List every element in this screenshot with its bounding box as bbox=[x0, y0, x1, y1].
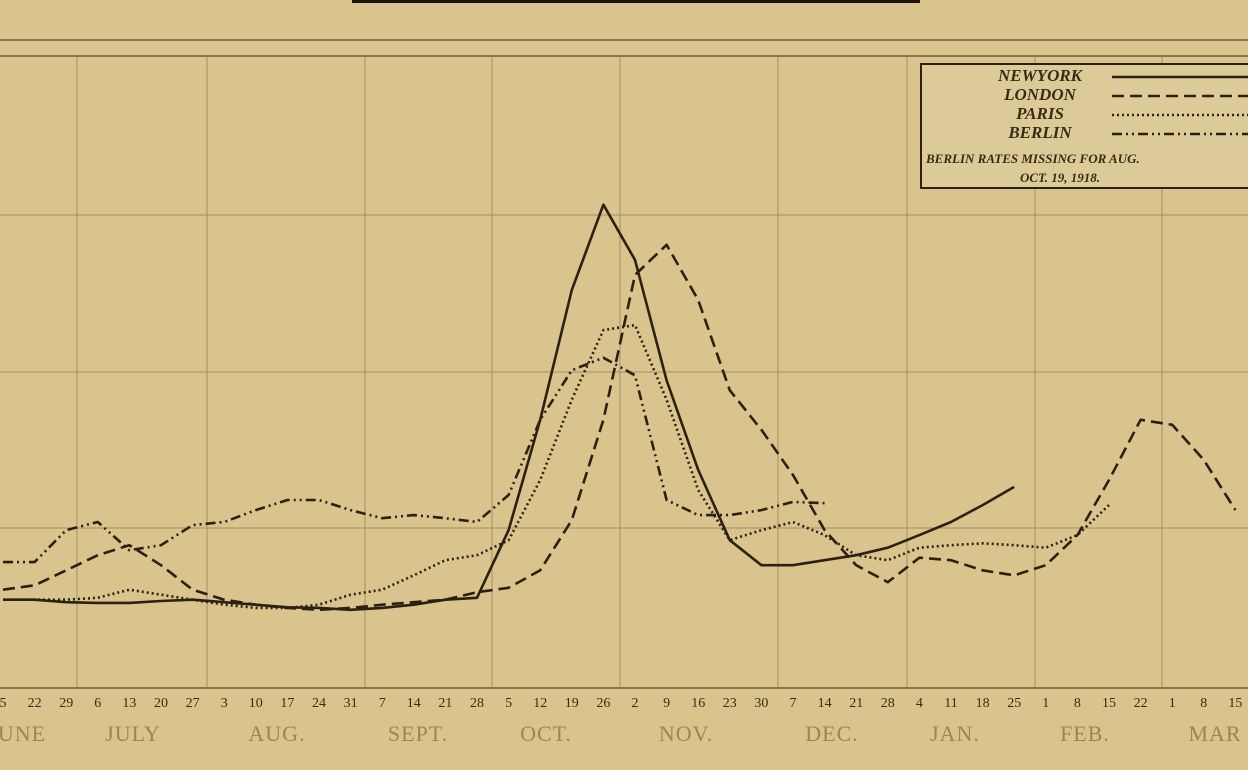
x-tick-label: 27 bbox=[186, 696, 200, 711]
month-label: JULY bbox=[105, 721, 161, 746]
x-tick-label: 7 bbox=[790, 696, 797, 711]
x-tick-label: 19 bbox=[565, 696, 579, 711]
x-tick-label: 14 bbox=[818, 696, 832, 711]
legend-label: PARIS bbox=[1015, 104, 1064, 123]
x-tick-label: 1 bbox=[1042, 696, 1049, 711]
grid bbox=[0, 56, 1248, 688]
series-line bbox=[3, 323, 1110, 610]
x-tick-label: 8 bbox=[1074, 696, 1081, 711]
x-tick-label: 21 bbox=[849, 696, 863, 711]
x-tick-label: 29 bbox=[59, 696, 73, 711]
x-tick-label: 3 bbox=[221, 696, 228, 711]
x-tick-label: 9 bbox=[663, 696, 670, 711]
x-tick-label: 10 bbox=[249, 696, 263, 711]
x-tick-label: 12 bbox=[533, 696, 547, 711]
x-tick-label: 4 bbox=[916, 696, 923, 711]
legend-note: BERLIN RATES MISSING FOR AUG. bbox=[925, 151, 1140, 166]
x-tick-label: 15 bbox=[1102, 696, 1116, 711]
x-tick-label: 16 bbox=[691, 696, 705, 711]
x-tick-label: 6 bbox=[94, 696, 101, 711]
x-tick-label: 2 bbox=[632, 696, 639, 711]
x-tick-label: 20 bbox=[154, 696, 168, 711]
x-tick-label: 30 bbox=[754, 696, 768, 711]
title-box-edge bbox=[352, 0, 920, 3]
x-tick-label: 1 bbox=[1169, 696, 1176, 711]
month-label: JAN. bbox=[930, 721, 980, 746]
x-tick-label: 31 bbox=[344, 696, 358, 711]
series-line bbox=[3, 203, 1015, 612]
x-tick-label: 5 bbox=[505, 696, 512, 711]
x-tick-label: 28 bbox=[470, 696, 484, 711]
x-tick-label: 23 bbox=[723, 696, 737, 711]
month-label: FEB. bbox=[1060, 721, 1110, 746]
x-tick-label: 8 bbox=[1200, 696, 1207, 711]
legend-box bbox=[920, 63, 1248, 189]
month-label: OCT. bbox=[520, 721, 572, 746]
x-tick-label: 17 bbox=[280, 696, 294, 711]
legend-label: BERLIN bbox=[1007, 123, 1072, 142]
x-tick-label: 22 bbox=[1134, 696, 1148, 711]
x-tick-label: 24 bbox=[312, 696, 326, 711]
x-tick-label: 14 bbox=[407, 696, 421, 711]
month-label: DEC. bbox=[805, 721, 859, 746]
x-tick-label: 7 bbox=[379, 696, 386, 711]
x-tick-label: 28 bbox=[881, 696, 895, 711]
month-label: SEPT. bbox=[388, 721, 448, 746]
x-tick-label: 22 bbox=[28, 696, 42, 711]
x-tick-label: 21 bbox=[438, 696, 452, 711]
legend-label: LONDON bbox=[1003, 85, 1076, 104]
x-tick-label: 15 bbox=[1228, 696, 1242, 711]
x-tick-label: 25 bbox=[1007, 696, 1021, 711]
month-label: MAR bbox=[1188, 721, 1241, 746]
series-line bbox=[3, 356, 825, 564]
legend-label: NEWYORK bbox=[997, 66, 1084, 85]
x-tick-label: 18 bbox=[976, 696, 990, 711]
x-tick-label: 5 bbox=[0, 696, 7, 711]
x-tick-label: 13 bbox=[122, 696, 136, 711]
x-tick-label: 26 bbox=[596, 696, 610, 711]
x-tick-label: 11 bbox=[944, 696, 957, 711]
month-label: AUG. bbox=[248, 721, 305, 746]
month-label: UNE bbox=[0, 721, 46, 746]
legend-note: OCT. 19, 1918. bbox=[1020, 170, 1100, 185]
month-label: NOV. bbox=[659, 721, 713, 746]
